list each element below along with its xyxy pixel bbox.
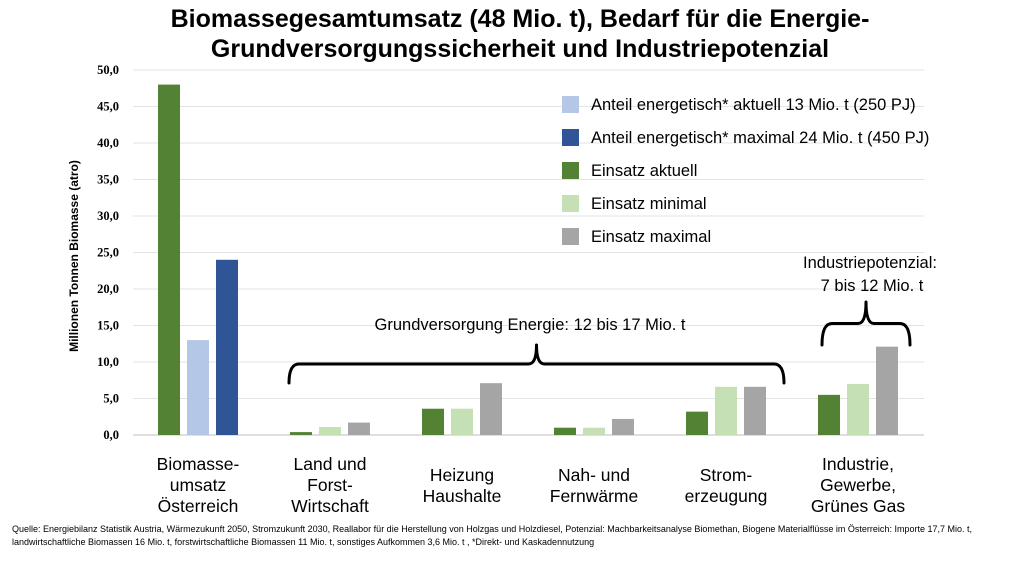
y-tick-label: 25,0	[97, 246, 119, 260]
y-tick-label: 5,0	[103, 392, 119, 406]
legend-swatch	[562, 228, 579, 245]
legend-label: Einsatz minimal	[591, 195, 707, 213]
bar	[158, 84, 180, 435]
x-tick-label: Heizung Haushalte	[423, 465, 502, 506]
x-tick-label: Nah- und Fernwärme	[550, 465, 639, 506]
legend-swatch	[562, 96, 579, 113]
bar	[876, 346, 898, 435]
bar	[583, 427, 605, 435]
annotation-brace	[287, 343, 786, 385]
x-tick-label: Industrie, Gewerbe, Grünes Gas	[811, 454, 906, 516]
legend-label: Einsatz maximal	[591, 228, 711, 246]
chart-title: Biomassegesamtumsatz (48 Mio. t), Bedarf…	[170, 5, 870, 63]
y-tick-label: 15,0	[97, 319, 119, 333]
annotation-brace	[820, 300, 912, 347]
legend-swatch	[562, 129, 579, 146]
bar	[422, 408, 444, 435]
bar	[319, 426, 341, 435]
x-tick-label: Strom-erzeugung	[685, 465, 768, 506]
bar	[554, 427, 576, 435]
bar	[348, 422, 370, 435]
legend-label: Einsatz aktuell	[591, 162, 697, 180]
x-tick-label: Biomasse-umsatz Österreich	[157, 454, 240, 516]
bar	[451, 408, 473, 435]
y-tick-label: 20,0	[97, 282, 119, 296]
bar	[290, 432, 312, 435]
y-tick-label: 50,0	[97, 63, 119, 77]
bar	[216, 259, 238, 435]
annotation-text: Industriepotenzial: 7 bis 12 Mio. t	[803, 254, 937, 295]
x-tick-label: Land und Forst-Wirtschaft	[291, 454, 369, 516]
y-tick-label: 30,0	[97, 209, 119, 223]
bar	[187, 340, 209, 435]
bar	[847, 383, 869, 435]
y-tick-label: 10,0	[97, 355, 119, 369]
y-tick-label: 40,0	[97, 136, 119, 150]
source-note: Quelle: Energiebilanz Statistik Austria,…	[12, 524, 972, 547]
bar	[818, 394, 840, 435]
annotation-text: Grundversorgung Energie: 12 bis 17 Mio. …	[375, 316, 686, 334]
y-tick-label: 45,0	[97, 100, 119, 114]
y-tick-label: 0,0	[103, 428, 119, 442]
legend-swatch	[562, 162, 579, 179]
legend-label: Anteil energetisch* aktuell 13 Mio. t (2…	[591, 96, 916, 114]
legend-swatch	[562, 195, 579, 212]
y-tick-label: 35,0	[97, 173, 119, 187]
legend-label: Anteil energetisch* maximal 24 Mio. t (4…	[591, 129, 929, 147]
bar	[715, 386, 737, 435]
bar	[480, 383, 502, 435]
bar	[612, 418, 634, 435]
bar	[686, 411, 708, 435]
bar	[744, 386, 766, 435]
